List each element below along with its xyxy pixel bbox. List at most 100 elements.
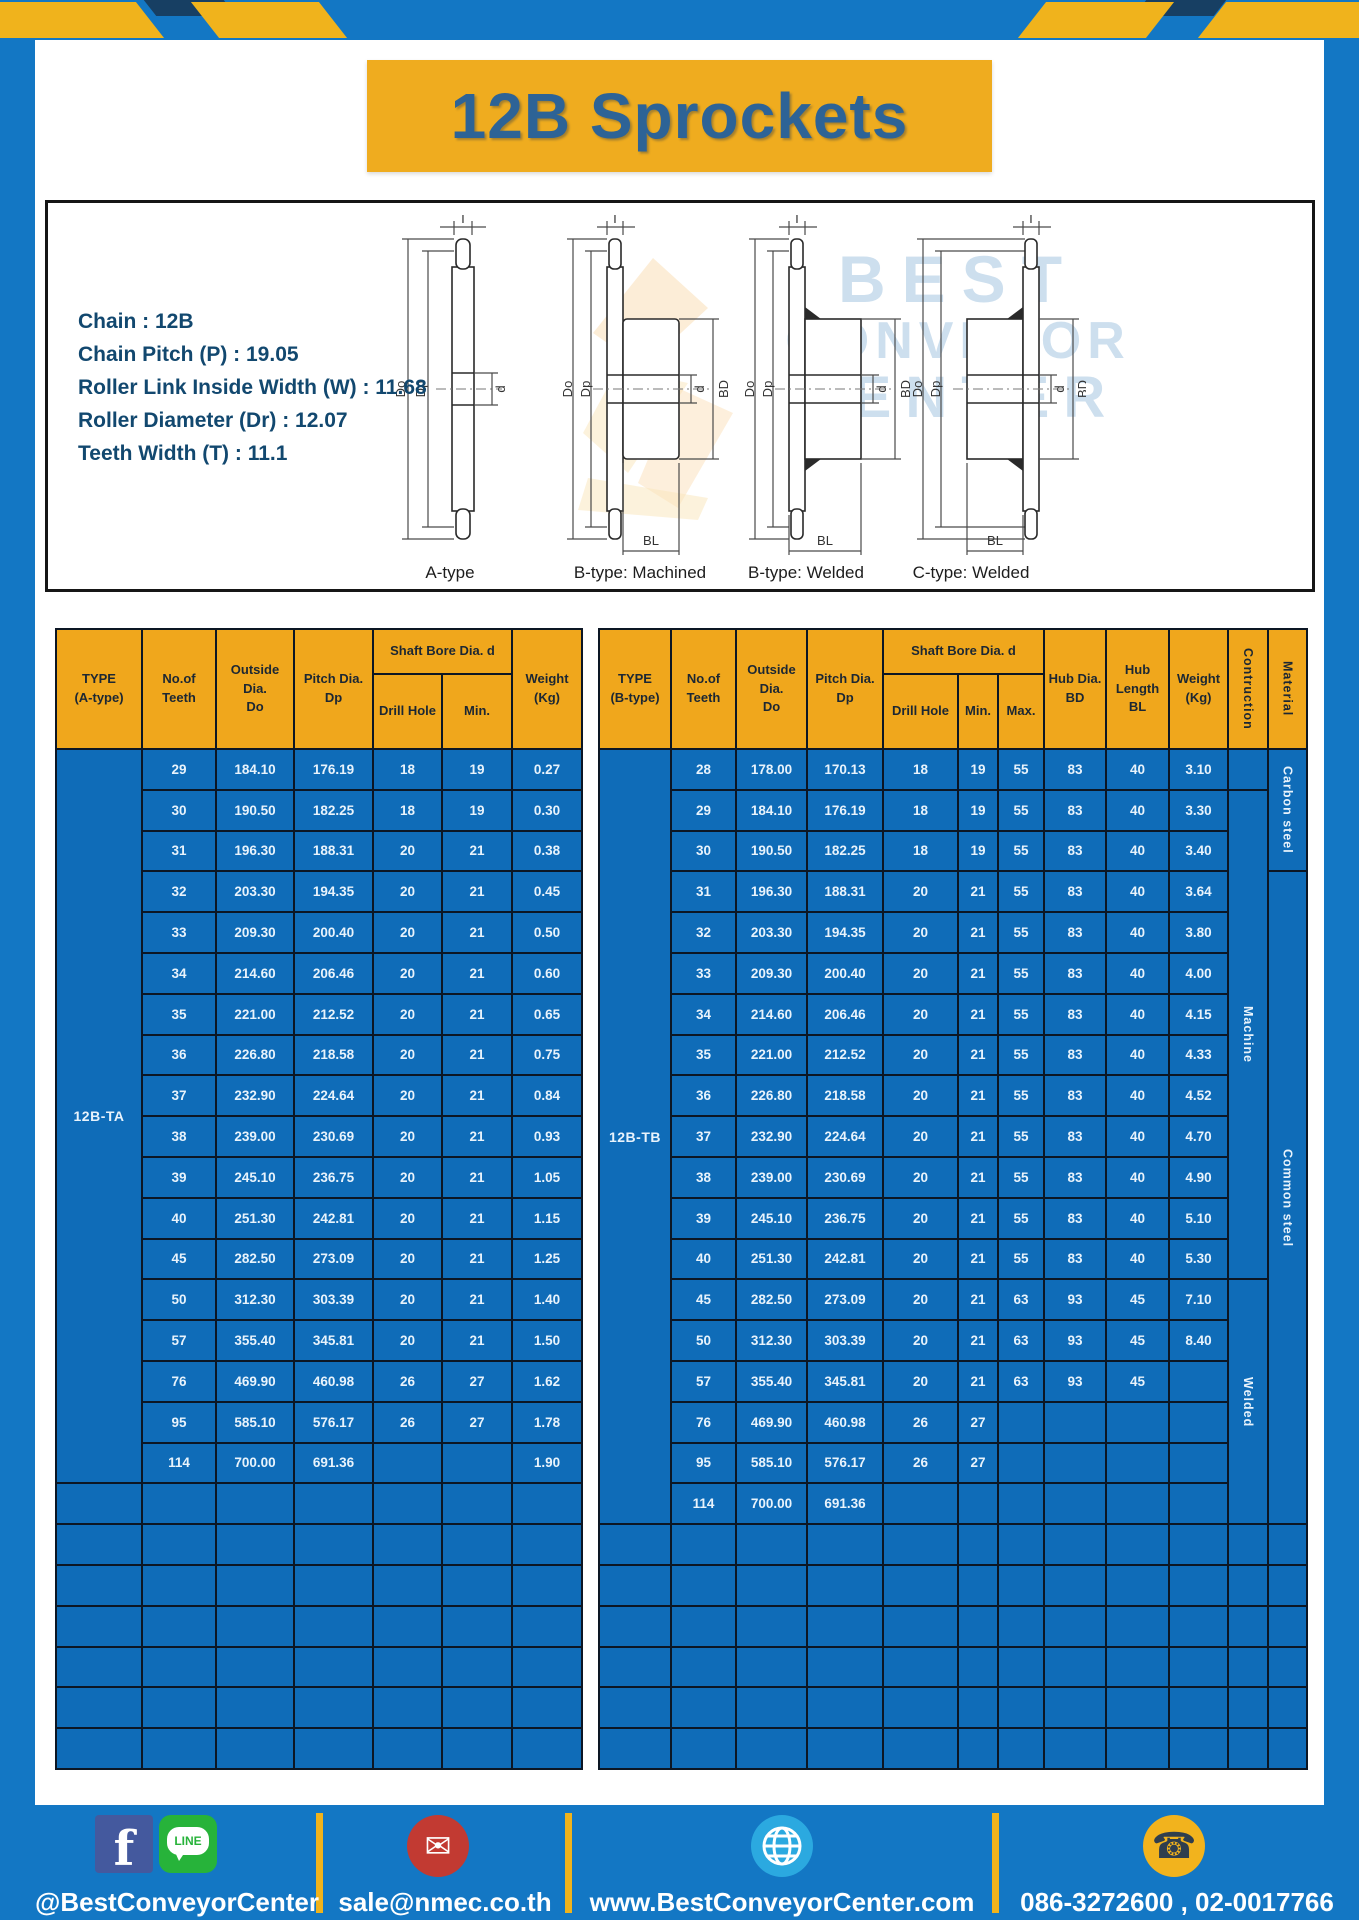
- table-cell: 282.50: [735, 1278, 808, 1322]
- table-cell: 203.30: [735, 911, 808, 954]
- footer-divider: [316, 1813, 323, 1913]
- table-cell: 20: [372, 1237, 443, 1281]
- table-cell: 345.81: [293, 1319, 374, 1362]
- table-cell: 21: [441, 1278, 513, 1322]
- table-cell: 32: [141, 870, 217, 914]
- table-cell: [372, 1563, 443, 1607]
- table-cell: [957, 1686, 999, 1730]
- table-row: 38 239.00 230.69 20 21 0.93: [56, 1115, 583, 1158]
- table-cell: [735, 1563, 808, 1607]
- table-cell: 21: [441, 1115, 513, 1158]
- table-cell: [1043, 1523, 1108, 1566]
- table-cell: [1267, 1645, 1309, 1689]
- table-cell: [1043, 1441, 1108, 1485]
- table-cell: 184.10: [215, 748, 295, 791]
- table-cell: 188.31: [806, 870, 884, 914]
- header-teeth: No.of Teeth: [141, 628, 217, 750]
- table-cell: 0.65: [511, 992, 583, 1036]
- table-cell: 20: [882, 951, 959, 995]
- table-cell: [806, 1604, 884, 1648]
- footer-divider: [992, 1813, 999, 1913]
- table-cell: [215, 1645, 295, 1689]
- table-row: 39 245.10 236.75 20 21 1.05: [56, 1155, 583, 1199]
- table-cell: 345.81: [806, 1359, 884, 1403]
- table-cell: 251.30: [215, 1196, 295, 1240]
- header-weight: Weight (Kg): [1168, 628, 1230, 750]
- table-cell: 55: [996, 870, 1046, 914]
- table-cell: 63: [996, 1278, 1046, 1322]
- table-cell: 40: [670, 1237, 737, 1281]
- table-cell: [670, 1523, 737, 1566]
- table-cell: 33: [670, 951, 737, 995]
- table-cell: 5.10: [1168, 1196, 1230, 1240]
- spec-box: Chain : 12B Chain Pitch (P) : 19.05 Roll…: [45, 200, 1315, 592]
- table-cell: [215, 1523, 295, 1566]
- table-cell: 178.00: [735, 748, 808, 791]
- table-cell: [806, 1563, 884, 1607]
- drawing-label-b-type-machined: B-type: Machined: [573, 563, 707, 582]
- table-cell: 18: [372, 788, 443, 832]
- table-cell: 700.00: [215, 1441, 295, 1485]
- table-cell: 55: [996, 829, 1046, 873]
- table-cell: 21: [957, 1033, 999, 1077]
- table-cell: 585.10: [735, 1441, 808, 1485]
- table-cell: 224.64: [293, 1074, 374, 1118]
- table-cell: 18: [372, 748, 443, 791]
- table-cell: 38: [670, 1155, 737, 1199]
- table-cell: [55, 1563, 143, 1607]
- table-cell: 194.35: [806, 911, 884, 954]
- table-cell: [957, 1727, 999, 1770]
- table-cell: 19: [957, 829, 999, 873]
- table-cell: [293, 1727, 374, 1770]
- table-cell: [996, 1482, 1046, 1526]
- table-cell: 40: [1105, 748, 1171, 791]
- table-cell: [441, 1441, 513, 1485]
- merged-group-cell: Carbon steel: [1267, 747, 1309, 873]
- drawing-label-a-type: A-type: [425, 563, 475, 582]
- table-cell: [670, 1563, 737, 1607]
- table-cell: 176.19: [806, 788, 884, 832]
- table-cell: 34: [670, 992, 737, 1036]
- table-cell: [215, 1482, 295, 1526]
- header-material: Material: [1267, 628, 1309, 750]
- dim-label-t: T: [611, 215, 619, 226]
- table-row: 50 312.30 303.39 20 21 1.40: [56, 1278, 583, 1322]
- table-cell: 585.10: [215, 1400, 295, 1444]
- dim-label-d: d: [493, 385, 508, 392]
- table-cell: [806, 1686, 884, 1730]
- table-cell: [882, 1563, 959, 1607]
- table-cell: 35: [670, 1033, 737, 1077]
- table-cell: 21: [441, 829, 513, 873]
- table-row: 45 282.50 273.09 20 21 63 93 45 7.10 Welded: [599, 1278, 1307, 1526]
- table-cell: [996, 1645, 1046, 1689]
- table-cell: [511, 1645, 583, 1689]
- table-row: 95 585.10 576.17 26 27 1.78: [56, 1400, 583, 1444]
- table-cell: [215, 1686, 295, 1730]
- dim-label-bd: BD: [716, 380, 731, 398]
- table-cell: 40: [1105, 1033, 1171, 1077]
- table-cell: [1168, 1359, 1230, 1403]
- table-cell: [441, 1482, 513, 1526]
- table-cell: 36: [141, 1033, 217, 1077]
- table-cell: [598, 1604, 672, 1648]
- table-cell: [1267, 1523, 1309, 1566]
- table-cell: 20: [372, 911, 443, 954]
- table-cell: 21: [441, 1196, 513, 1240]
- table-cell: 35: [141, 992, 217, 1036]
- table-cell: [293, 1604, 374, 1648]
- table-cell: [293, 1686, 374, 1730]
- table-cell: 21: [441, 992, 513, 1036]
- header-type: TYPE (B-type): [598, 628, 672, 750]
- page-title: 12B Sprockets: [450, 80, 909, 152]
- table-cell: [1168, 1482, 1230, 1526]
- footer-email: sale@nmec.co.th: [338, 1887, 552, 1917]
- table-cell: [511, 1727, 583, 1770]
- table-cell: 460.98: [806, 1400, 884, 1444]
- line-bubble: LINE: [167, 1827, 209, 1855]
- table-cell: 39: [141, 1155, 217, 1199]
- table-cell: 184.10: [735, 788, 808, 832]
- header-teeth: No.of Teeth: [670, 628, 737, 750]
- table-cell: [372, 1727, 443, 1770]
- table-cell: 224.64: [806, 1115, 884, 1158]
- table-cell: [1227, 1686, 1270, 1730]
